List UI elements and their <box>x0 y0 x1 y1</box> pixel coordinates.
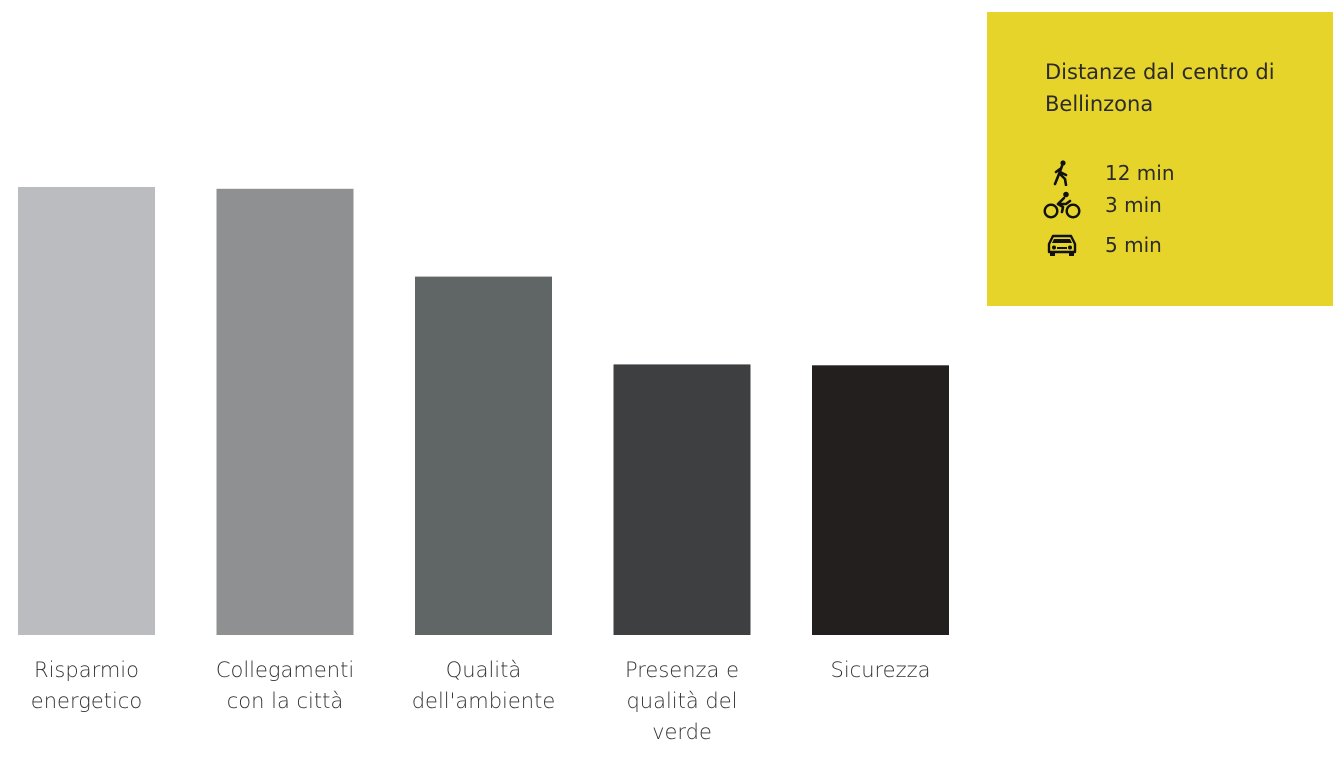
bar-3 <box>415 276 552 635</box>
car-time: 5 min <box>1105 233 1162 257</box>
car-icon <box>1043 231 1081 259</box>
info-row-car: 5 min <box>1043 230 1162 260</box>
info-row-walk: 12 min <box>1043 158 1175 188</box>
bar-2 <box>216 188 354 636</box>
bicycle-icon <box>1043 191 1081 219</box>
category-label-1: Risparmio energetico <box>30 658 143 713</box>
walk-time: 12 min <box>1105 161 1175 185</box>
category-label-2: Collegamenti con la città <box>215 658 355 713</box>
category-label-5: Sicurezza <box>830 658 931 682</box>
info-row-bike: 3 min <box>1043 190 1162 220</box>
bike-time: 3 min <box>1105 193 1162 217</box>
category-label-4: Presenza e qualità del verde <box>624 658 740 744</box>
category-label-3: Qualità dell'ambiente <box>411 658 556 713</box>
bar-5 <box>812 365 949 635</box>
distance-info-box: Distanze dal centro di Bellinzona 12 min <box>987 12 1333 306</box>
walking-icon <box>1043 159 1081 187</box>
bar-chart <box>18 187 949 636</box>
bar-1 <box>18 187 155 635</box>
bar-4 <box>613 364 751 635</box>
info-title: Distanze dal centro di Bellinzona <box>1045 60 1275 116</box>
